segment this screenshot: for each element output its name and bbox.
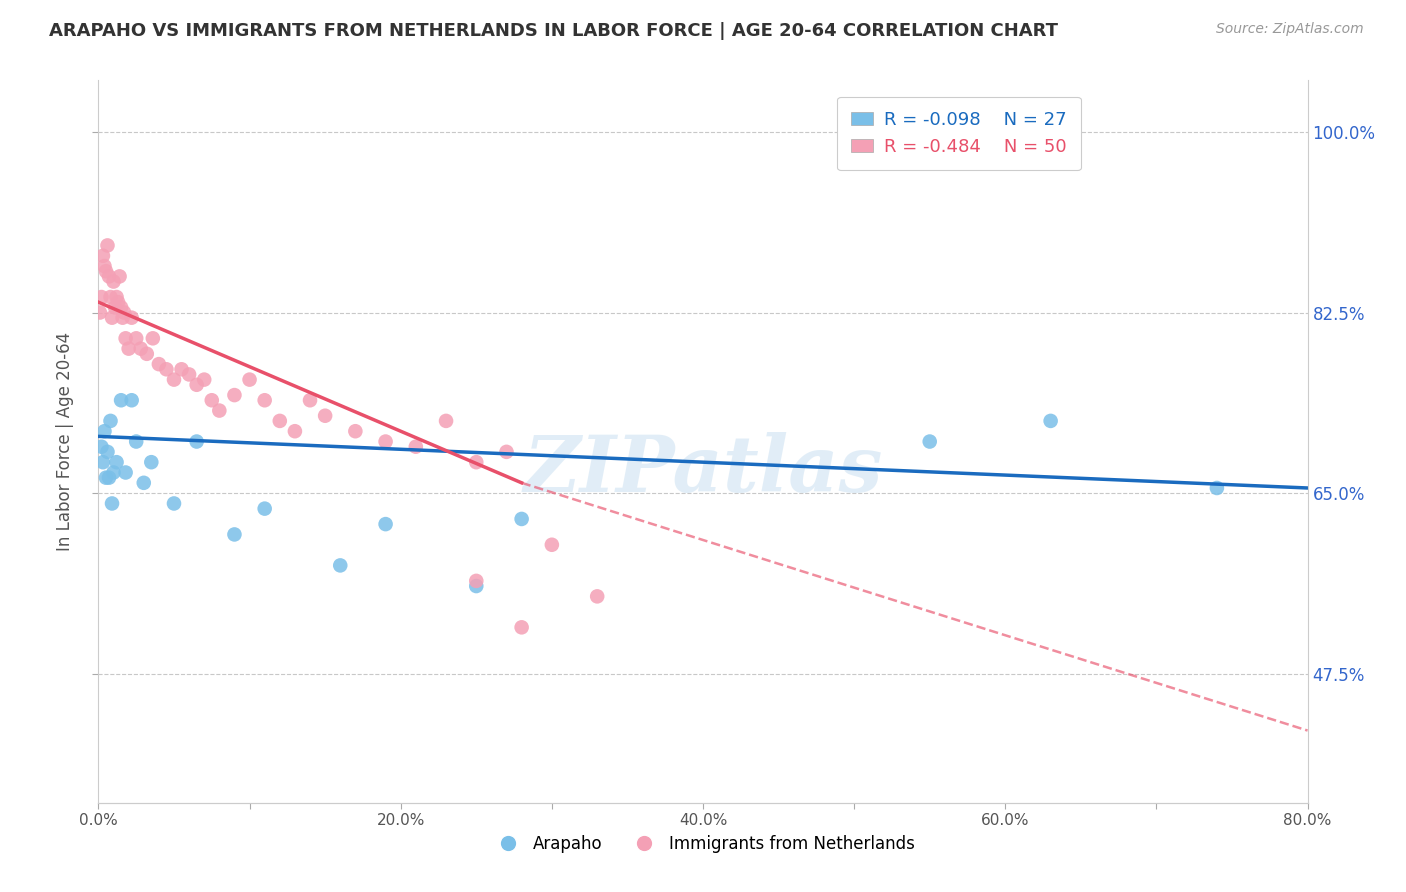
Point [94,264,117,278]
Point [186,377,208,392]
Point [155,362,177,376]
Point [107,295,129,310]
Point [1206,481,1229,495]
Text: ARAPAHO VS IMMIGRANTS FROM NETHERLANDS IN LABOR FORCE | AGE 20-64 CORRELATION CH: ARAPAHO VS IMMIGRANTS FROM NETHERLANDS I… [49,22,1059,40]
Point [314,409,336,423]
Point [540,538,562,552]
Point [224,527,246,541]
Point [108,269,131,284]
Point [110,393,132,408]
Point [91,455,114,469]
Point [125,434,148,449]
Point [299,393,322,408]
Point [101,496,124,510]
Point [284,424,307,438]
Text: ZIPatlas: ZIPatlas [523,433,883,508]
Point [91,249,114,263]
Point [118,342,141,356]
Point [170,362,193,376]
Point [201,393,224,408]
Point [96,445,118,459]
Point [510,512,533,526]
Point [135,347,157,361]
Point [98,269,121,284]
Point [374,434,396,449]
Point [1039,414,1062,428]
Point [111,310,134,325]
Point [465,579,488,593]
Point [586,590,609,604]
Point [112,305,135,319]
Point [142,331,165,345]
Point [114,466,136,480]
Point [89,305,111,319]
Point [344,424,367,438]
Point [253,501,276,516]
Point [510,620,533,634]
Point [90,440,112,454]
Point [100,414,122,428]
Point [179,368,201,382]
Point [93,424,115,438]
Point [253,393,276,408]
Point [121,310,143,325]
Point [224,388,246,402]
Point [90,290,112,304]
Point [269,414,291,428]
Legend: Arapaho, Immigrants from Netherlands: Arapaho, Immigrants from Netherlands [485,828,921,860]
Point [101,310,124,325]
Point [93,259,115,273]
Point [163,373,186,387]
Point [148,357,170,371]
Point [103,275,125,289]
Point [110,301,132,315]
Point [465,455,488,469]
Point [125,331,148,345]
Point [193,373,215,387]
Point [208,403,231,417]
Point [105,290,128,304]
Y-axis label: In Labor Force | Age 20-64: In Labor Force | Age 20-64 [56,332,75,551]
Point [132,475,155,490]
Point [465,574,488,588]
Point [374,517,396,532]
Point [329,558,352,573]
Text: Source: ZipAtlas.com: Source: ZipAtlas.com [1216,22,1364,37]
Point [103,466,125,480]
Point [98,471,121,485]
Point [163,496,186,510]
Point [94,471,117,485]
Point [495,445,517,459]
Point [121,393,143,408]
Point [100,290,122,304]
Point [114,331,136,345]
Point [239,373,262,387]
Point [105,455,128,469]
Point [129,342,152,356]
Point [96,238,118,252]
Point [405,440,427,454]
Point [434,414,457,428]
Point [104,301,127,315]
Point [186,434,208,449]
Point [918,434,941,449]
Point [141,455,163,469]
